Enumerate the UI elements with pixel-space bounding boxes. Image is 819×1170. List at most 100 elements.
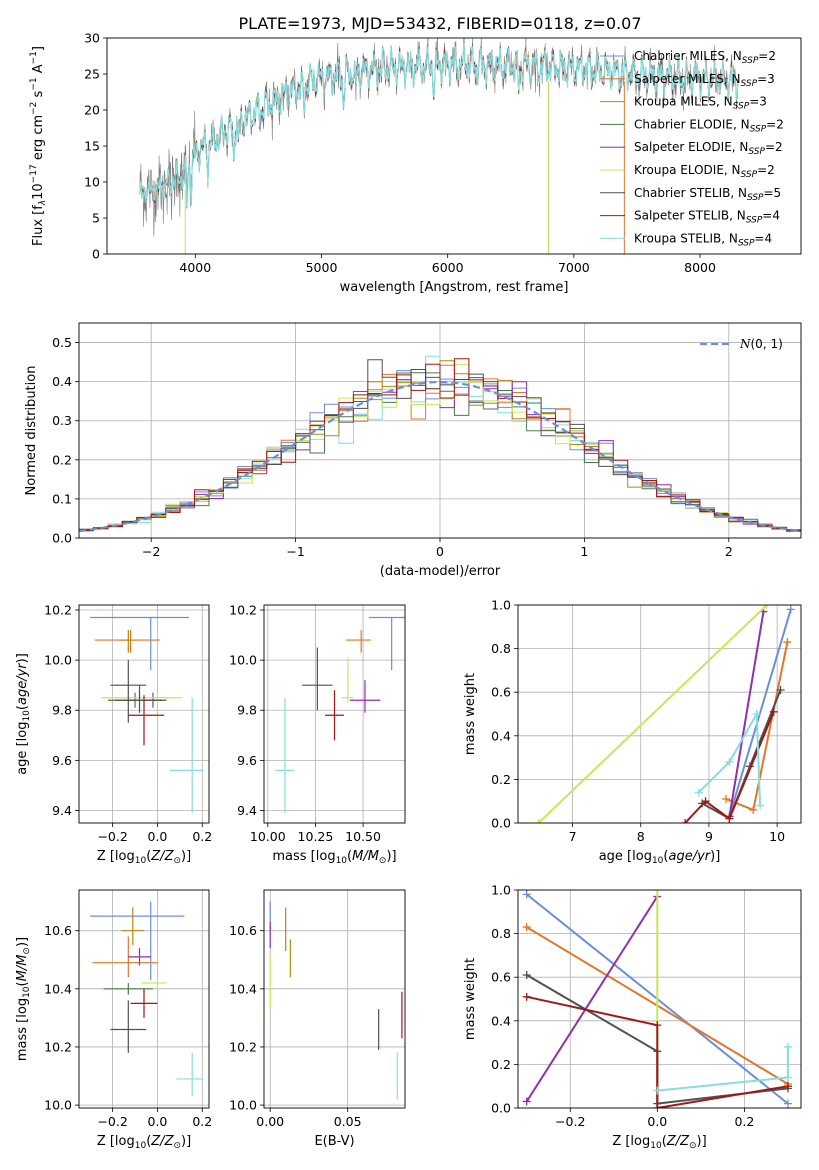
mass-vs-Z-x-axis-label: Z [log10(Z/Z⊙)]: [97, 1134, 191, 1151]
age-vs-Z-y-axis-label: age [log10(age/yr)]: [15, 653, 32, 775]
y-tick-label: 10.2: [44, 1039, 72, 1054]
y-tick-label: 9.6: [52, 753, 72, 768]
error-bar-point: [176, 1052, 204, 1097]
y-tick-label: 0.3: [52, 413, 72, 428]
weight-marker: [653, 890, 662, 894]
error-bar-point: [141, 977, 167, 989]
legend-label: Chabrier STELIB, NSSP=5: [634, 186, 781, 203]
gaussian-reference-curve: [79, 380, 801, 533]
error-bar-point: [302, 647, 333, 711]
weight-marker: [653, 1086, 662, 1095]
x-tick-label: 2: [725, 544, 733, 559]
error-bar-point: [94, 630, 160, 653]
y-tick-label: 25: [84, 67, 100, 82]
legend-label: N(0, 1): [739, 337, 783, 351]
y-tick-label: 0.0: [491, 1101, 511, 1116]
panel-mass_vs_EBV: 0.00 0.05 10.0 10.2 10.4 10.6 E(B-V): [229, 889, 406, 1149]
y-tick-label: 10.2: [229, 603, 257, 618]
x-tick-label: 1: [580, 544, 588, 559]
mass-vs-Z-y-axis-label: mass [log10(M/M⊙)]: [15, 937, 32, 1061]
y-tick-label: 0.0: [491, 816, 511, 831]
plot-area-residuals: [79, 323, 801, 539]
x-tick-label: 0: [436, 544, 444, 559]
error-bar-point: [90, 616, 189, 671]
x-tick-label: 7: [569, 829, 577, 844]
weight-marker: [783, 638, 792, 647]
weight-marker: [522, 923, 531, 932]
x-tick-label: 8000: [684, 260, 716, 275]
weight-line-5: [537, 605, 768, 823]
weight-vs-Z-x-axis-label: Z [log10(Z/Z⊙)]: [612, 1134, 706, 1151]
x-tick-label: 10.25: [298, 829, 334, 844]
error-bar-point: [368, 616, 405, 671]
y-tick-label: 0.2: [491, 772, 511, 787]
weight-lines: [534, 605, 795, 823]
legend-label: Salpeter ELODIE, NSSP=2: [634, 140, 783, 157]
y-tick-label: 10.0: [229, 653, 257, 668]
y-tick-label: 1.0: [491, 598, 511, 613]
y-tick-label: 0.6: [491, 970, 511, 985]
y-tick-label: 0.2: [52, 452, 72, 467]
panel-weight_vs_age: 7 8 9 10 0.0 0.2 0.4 0.6 0.8 1.0 age [log10(age/yr…: [463, 598, 802, 866]
error-bar-point: [324, 690, 345, 741]
x-tick-label: 7000: [558, 260, 590, 275]
y-tick-label: 0.2: [491, 1057, 511, 1072]
y-tick-label: 9.8: [237, 703, 257, 718]
legend-label: Kroupa ELODIE, NSSP=2: [634, 163, 775, 180]
y-tick-label: 0.8: [491, 926, 511, 941]
panel-weight_vs_Z: −0.2 0.0 0.2 0.0 0.2 0.4 0.6 0.8 1.0 Z [log10(Z/Z…: [463, 883, 802, 1151]
weight-line-6: [701, 689, 782, 821]
y-tick-label: 10.2: [229, 1039, 257, 1054]
weight-marker: [522, 1097, 531, 1106]
weight-marker: [725, 814, 734, 823]
error-bar-point: [169, 697, 204, 813]
y-tick-label: 0.4: [52, 374, 72, 389]
y-tick-label: 10.4: [229, 981, 257, 996]
spectrum-legend: Chabrier MILES, NSSP=2 Salpeter MILES, NS…: [600, 49, 784, 248]
error-bars: [275, 616, 405, 813]
weight-marker: [522, 971, 531, 980]
weight-line-7: [526, 995, 789, 1108]
x-tick-label: 10.50: [345, 829, 381, 844]
x-tick-label: −1: [286, 544, 304, 559]
x-tick-label: 5000: [306, 260, 338, 275]
error-bar-point: [275, 697, 295, 813]
weight-line-0: [728, 609, 792, 817]
weight-marker: [653, 1104, 662, 1108]
y-tick-label: 10.6: [229, 923, 257, 938]
error-bar-point: [345, 630, 371, 653]
weight-line-4: [525, 895, 659, 1103]
error-bar-point: [101, 692, 183, 703]
weight-marker: [783, 1042, 792, 1051]
y-tick-label: 0.0: [52, 531, 72, 546]
weight-vs-age-x-axis-label: age [log10(age/yr)]: [599, 849, 721, 866]
weight-marker: [721, 795, 730, 804]
weight-marker: [725, 757, 734, 766]
panel-mass_vs_Z: −0.2 0.0 0.2 10.0 10.2 10.4 10.6 Z [log10(Z/Z⊙)…: [15, 889, 212, 1151]
axes-frame: [78, 604, 210, 824]
y-tick-label: 10.0: [44, 1098, 72, 1113]
age-vs-Z-x-axis-label: Z [log10(Z/Z⊙)]: [97, 849, 191, 866]
y-tick-label: 10: [84, 175, 100, 190]
x-tick-label: 6000: [432, 260, 464, 275]
axes-frame: [263, 889, 406, 1109]
legend-label: Salpeter MILES, NSSP=3: [634, 72, 775, 89]
weight-marker: [522, 992, 531, 1001]
weight-marker: [522, 890, 531, 899]
y-tick-label: 5: [92, 211, 100, 226]
x-tick-label: 10: [769, 829, 785, 844]
weight_vs_Z-y-axis-label: mass weight: [463, 958, 478, 1040]
x-tick-label: −0.2: [555, 1114, 585, 1129]
weight-marker: [769, 707, 778, 716]
weight-marker: [783, 1099, 792, 1108]
panel-age_vs_mass: 10.00 10.25 10.50 9.4 9.6 9.8 10.0 10.2 mass [lo…: [229, 603, 406, 866]
error-bar-point: [128, 695, 165, 746]
error-bar-point: [130, 988, 158, 1018]
y-tick-label: 9.4: [237, 803, 257, 818]
plot-area-weight_vs_Z: [518, 889, 801, 1109]
histograms: [79, 355, 801, 533]
weight-marker: [749, 805, 758, 814]
legend-label: Kroupa MILES, NSSP=3: [634, 95, 767, 112]
residuals-x-axis-label: (data-model)/error: [380, 564, 501, 579]
